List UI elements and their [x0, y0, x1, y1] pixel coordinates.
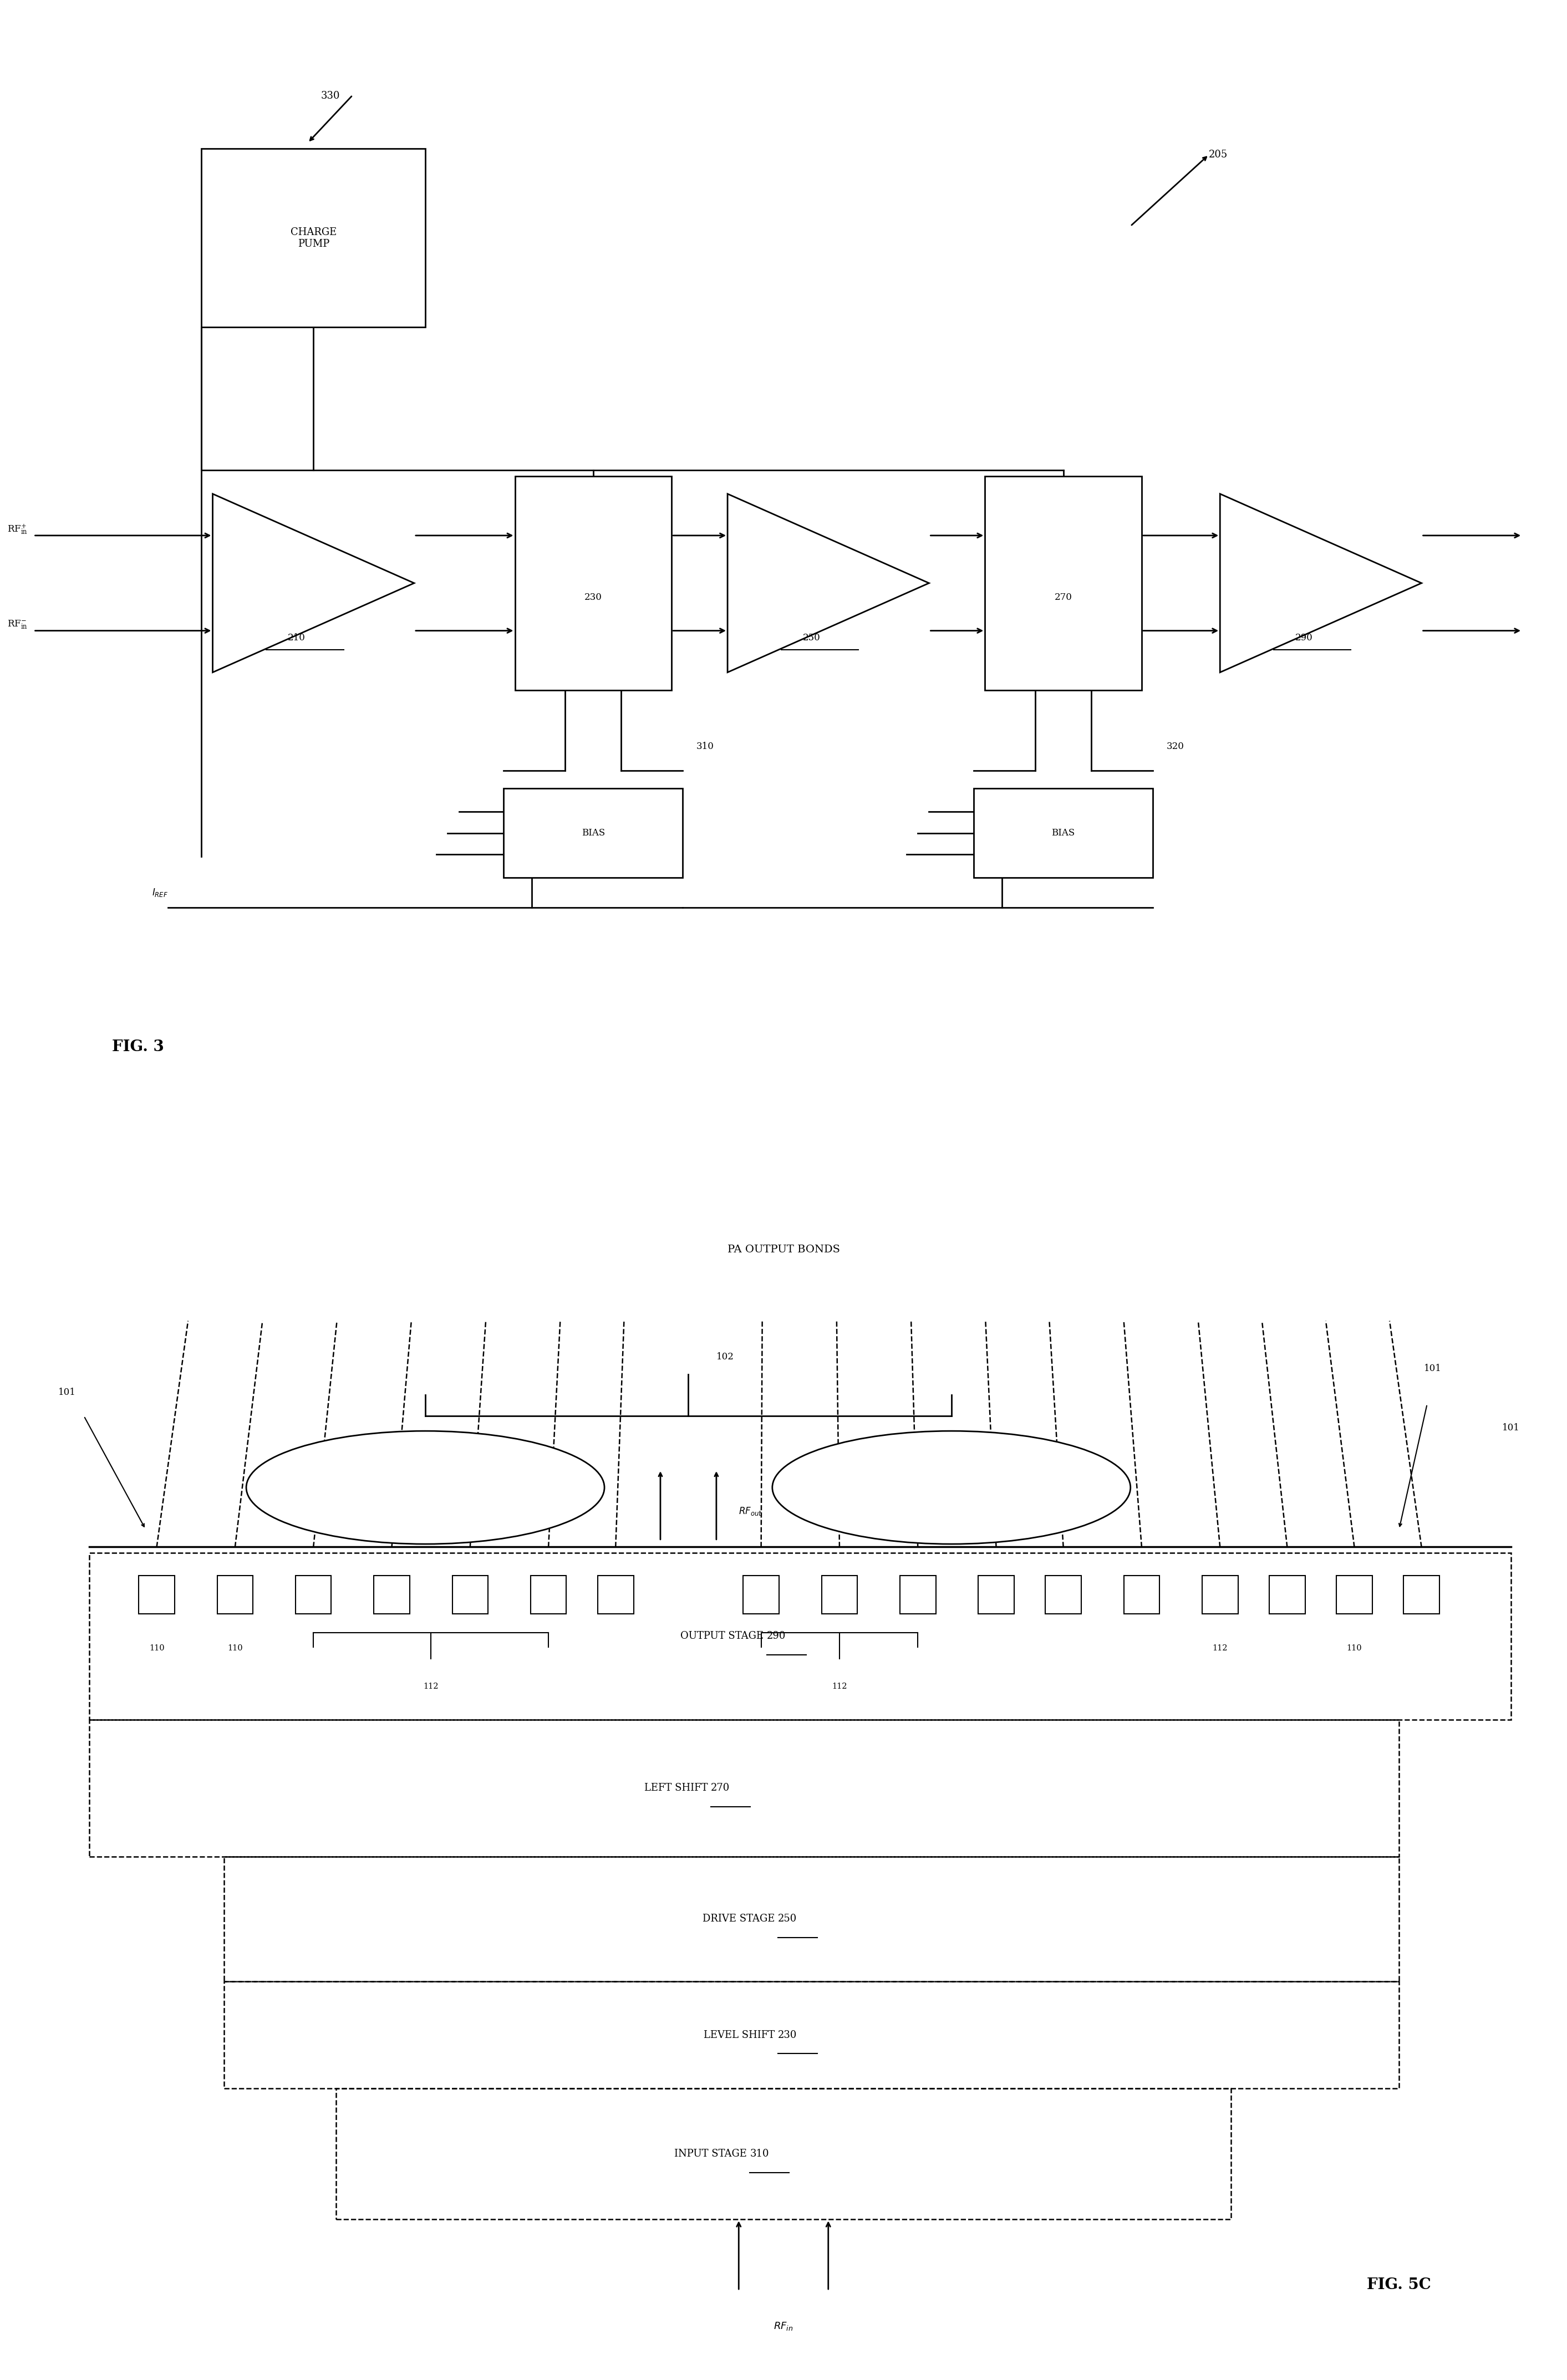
Text: LEFT SHIFT: LEFT SHIFT: [644, 1783, 711, 1792]
Bar: [1202, 1576, 1238, 1614]
Bar: [335, 2090, 1232, 2218]
Text: LEVEL SHIFT: LEVEL SHIFT: [704, 2030, 777, 2040]
Bar: [375, 1576, 409, 1614]
Text: $RF_{in}$: $RF_{in}$: [774, 2320, 793, 2332]
Bar: [224, 1856, 1399, 1980]
Bar: [1337, 1576, 1373, 1614]
Text: 230: 230: [584, 593, 602, 602]
Bar: [597, 1576, 633, 1614]
Bar: [531, 1576, 566, 1614]
Text: 101: 101: [58, 1388, 75, 1397]
Text: 320: 320: [1166, 743, 1185, 752]
Bar: [89, 1552, 1511, 1718]
Bar: [1124, 1576, 1160, 1614]
Bar: [202, 148, 425, 326]
Text: 310: 310: [751, 2149, 769, 2159]
Text: OUTPUT STAGE: OUTPUT STAGE: [680, 1630, 766, 1642]
Polygon shape: [727, 495, 929, 671]
Text: 110: 110: [149, 1645, 165, 1652]
Text: 330: 330: [321, 90, 340, 100]
Text: INPUT STAGE: INPUT STAGE: [674, 2149, 751, 2159]
Text: BIAS: BIAS: [1051, 828, 1075, 838]
Text: 110: 110: [1346, 1645, 1362, 1652]
Text: 290: 290: [766, 1630, 785, 1642]
Text: 205: 205: [1208, 150, 1229, 159]
Text: 250: 250: [777, 1914, 798, 1923]
Polygon shape: [1221, 495, 1421, 671]
Text: 310: 310: [696, 743, 715, 752]
Bar: [1404, 1576, 1440, 1614]
Ellipse shape: [246, 1430, 605, 1545]
Ellipse shape: [773, 1430, 1130, 1545]
Bar: [743, 1576, 779, 1614]
Polygon shape: [213, 495, 414, 671]
Bar: [516, 476, 672, 690]
Text: $RF_{out}$: $RF_{out}$: [738, 1507, 762, 1516]
Bar: [1045, 1576, 1081, 1614]
Bar: [139, 1576, 174, 1614]
Text: 112: 112: [423, 1683, 439, 1690]
Text: FIG. 5C: FIG. 5C: [1366, 2278, 1431, 2292]
Text: 270: 270: [1055, 593, 1072, 602]
Text: $\mathregular{RF_{in}^{+}}$: $\mathregular{RF_{in}^{+}}$: [8, 524, 28, 536]
Text: PA OUTPUT BONDS: PA OUTPUT BONDS: [727, 1245, 840, 1254]
Bar: [1269, 1576, 1305, 1614]
Bar: [89, 1718, 1399, 1856]
Text: CHARGE
PUMP: CHARGE PUMP: [290, 226, 337, 250]
Bar: [453, 1576, 487, 1614]
Bar: [973, 788, 1153, 878]
Text: BIAS: BIAS: [581, 828, 605, 838]
Text: 270: 270: [711, 1783, 730, 1792]
Text: 101: 101: [1424, 1364, 1442, 1373]
Bar: [821, 1576, 857, 1614]
Bar: [296, 1576, 331, 1614]
Text: DRIVE STAGE: DRIVE STAGE: [702, 1914, 777, 1923]
Text: 250: 250: [802, 633, 820, 643]
Text: 112: 112: [832, 1683, 848, 1690]
Bar: [986, 476, 1142, 690]
Text: FIG. 3: FIG. 3: [111, 1040, 165, 1054]
Text: 112: 112: [1213, 1645, 1227, 1652]
Text: $I_{REF}$: $I_{REF}$: [152, 888, 168, 897]
Bar: [218, 1576, 252, 1614]
Bar: [978, 1576, 1014, 1614]
Text: 210: 210: [288, 633, 306, 643]
Text: 102: 102: [716, 1352, 733, 1361]
Text: 101: 101: [1503, 1423, 1520, 1433]
Text: 230: 230: [777, 2030, 798, 2040]
Bar: [503, 788, 683, 878]
Bar: [899, 1576, 935, 1614]
Text: 290: 290: [1296, 633, 1313, 643]
Text: 110: 110: [227, 1645, 243, 1652]
Bar: [224, 1980, 1399, 2090]
Text: $\mathregular{RF_{in}^{-}}$: $\mathregular{RF_{in}^{-}}$: [8, 619, 28, 631]
